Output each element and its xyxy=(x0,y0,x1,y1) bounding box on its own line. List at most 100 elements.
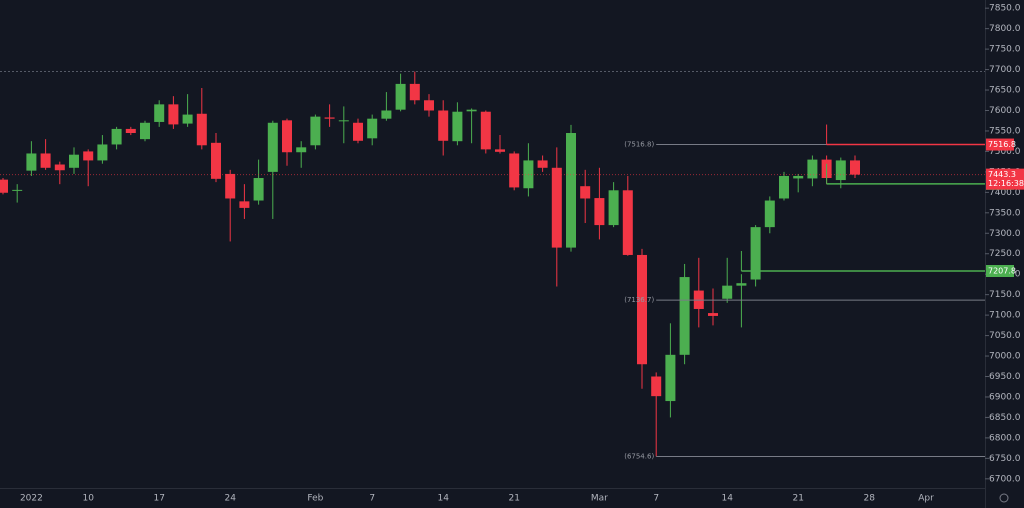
settings-icon[interactable] xyxy=(999,493,1009,503)
candle-body xyxy=(566,133,576,248)
candle-body xyxy=(69,154,79,168)
y-tick-label: 6700.0 xyxy=(989,474,1021,484)
candle-body xyxy=(438,110,449,141)
y-tick-label: 6850.0 xyxy=(989,413,1021,423)
price-line-label: (6754.6) xyxy=(624,452,654,460)
y-tick-label: 7600.0 xyxy=(989,106,1021,116)
candle-body xyxy=(267,122,278,172)
candle-body xyxy=(466,109,477,112)
candle-body xyxy=(296,147,307,153)
candle-body xyxy=(26,153,37,171)
y-tick-label: 7050.0 xyxy=(989,331,1021,341)
y-tick-label: 7850.0 xyxy=(989,4,1021,14)
candle-body xyxy=(779,175,789,199)
candle-body xyxy=(395,83,406,110)
candle-body xyxy=(310,116,321,146)
countdown: 12:16:38 xyxy=(988,179,1024,188)
candle-body xyxy=(722,285,733,299)
y-tick-label: 6950.0 xyxy=(989,372,1021,382)
candle-body xyxy=(338,120,349,122)
candle-body xyxy=(211,142,221,179)
candle-body xyxy=(608,190,619,226)
candle-body xyxy=(679,277,690,355)
y-tick-label: 7150.0 xyxy=(989,290,1021,300)
candle-body xyxy=(253,178,264,201)
candle-body xyxy=(125,128,136,134)
y-tick-label: 7550.0 xyxy=(989,126,1021,136)
candle-body xyxy=(225,173,236,199)
candle-body xyxy=(196,113,207,146)
x-tick-label: 21 xyxy=(508,494,519,504)
x-tick-label: 14 xyxy=(721,494,733,504)
x-tick-label: 10 xyxy=(82,494,94,504)
y-tick-label: 7700.0 xyxy=(989,65,1021,75)
x-tick-label: 24 xyxy=(224,494,236,504)
x-tick-label: Mar xyxy=(591,494,608,504)
x-tick-label: 14 xyxy=(437,494,449,504)
candle-body xyxy=(750,227,761,280)
candle-body xyxy=(324,117,335,119)
y-tick-label: 7350.0 xyxy=(989,208,1021,218)
y-tick-label: 7400.0 xyxy=(989,188,1021,198)
candle-body xyxy=(793,175,804,179)
candle-body xyxy=(651,376,662,397)
last-tag-bg xyxy=(986,168,1024,190)
price-line-label: (7136.7) xyxy=(624,296,654,304)
x-tick-label: 2022 xyxy=(20,494,43,504)
candle-body xyxy=(168,104,179,125)
candle-body xyxy=(850,160,860,175)
candle-body xyxy=(708,313,718,316)
x-tick-label: Feb xyxy=(307,494,323,504)
candle-body xyxy=(83,151,94,161)
y-tick-label: 7500.0 xyxy=(989,147,1021,157)
y-tick-label: 7650.0 xyxy=(989,86,1021,96)
level-tag: 7516.8 xyxy=(988,140,1016,149)
x-tick-label: Apr xyxy=(918,494,934,504)
level-tag-bg xyxy=(986,138,1014,151)
candle-body xyxy=(12,189,23,191)
candle-body xyxy=(54,164,65,171)
x-tick-label: 17 xyxy=(153,494,164,504)
candle-body xyxy=(111,128,122,145)
candle-body xyxy=(367,118,378,139)
candle-body xyxy=(764,200,775,228)
y-tick-label: 7000.0 xyxy=(989,352,1021,362)
candle-body xyxy=(381,110,392,119)
candle-body xyxy=(182,114,193,124)
x-tick-label: 7 xyxy=(653,494,659,504)
candle-body xyxy=(637,254,647,365)
candle-body xyxy=(282,120,292,153)
y-tick-label: 6750.0 xyxy=(989,454,1021,464)
candle-body xyxy=(40,153,51,168)
y-tick-label: 7250.0 xyxy=(989,249,1021,259)
level-tag-bg xyxy=(986,265,1014,278)
candle-body xyxy=(480,111,491,150)
candle-body xyxy=(594,198,605,226)
candle-body xyxy=(97,144,108,161)
candle-body xyxy=(154,104,165,122)
candle-body xyxy=(580,186,591,199)
candle-body xyxy=(665,354,676,402)
x-tick-label: 7 xyxy=(369,494,375,504)
y-tick-label: 7300.0 xyxy=(989,229,1021,239)
y-tick-label: 7100.0 xyxy=(989,311,1021,321)
candle-body xyxy=(495,149,505,152)
candle-body xyxy=(509,153,520,188)
candle-body xyxy=(424,100,434,111)
x-tick-label: 28 xyxy=(863,494,875,504)
y-tick-label: 7800.0 xyxy=(989,24,1021,34)
y-tick-label: 6800.0 xyxy=(989,433,1021,443)
candle-body xyxy=(537,160,548,168)
level-tag: 7207.8 xyxy=(988,267,1016,276)
y-tick-label: 6900.0 xyxy=(989,392,1021,402)
candle-body xyxy=(452,111,463,142)
price-line-label: (7516.8) xyxy=(624,141,654,149)
candle-body xyxy=(0,179,8,193)
y-tick-label: 7750.0 xyxy=(989,45,1021,55)
candle-body xyxy=(239,201,250,208)
candle-body xyxy=(140,122,150,140)
candle-body xyxy=(807,159,818,179)
candle-body xyxy=(409,83,420,101)
